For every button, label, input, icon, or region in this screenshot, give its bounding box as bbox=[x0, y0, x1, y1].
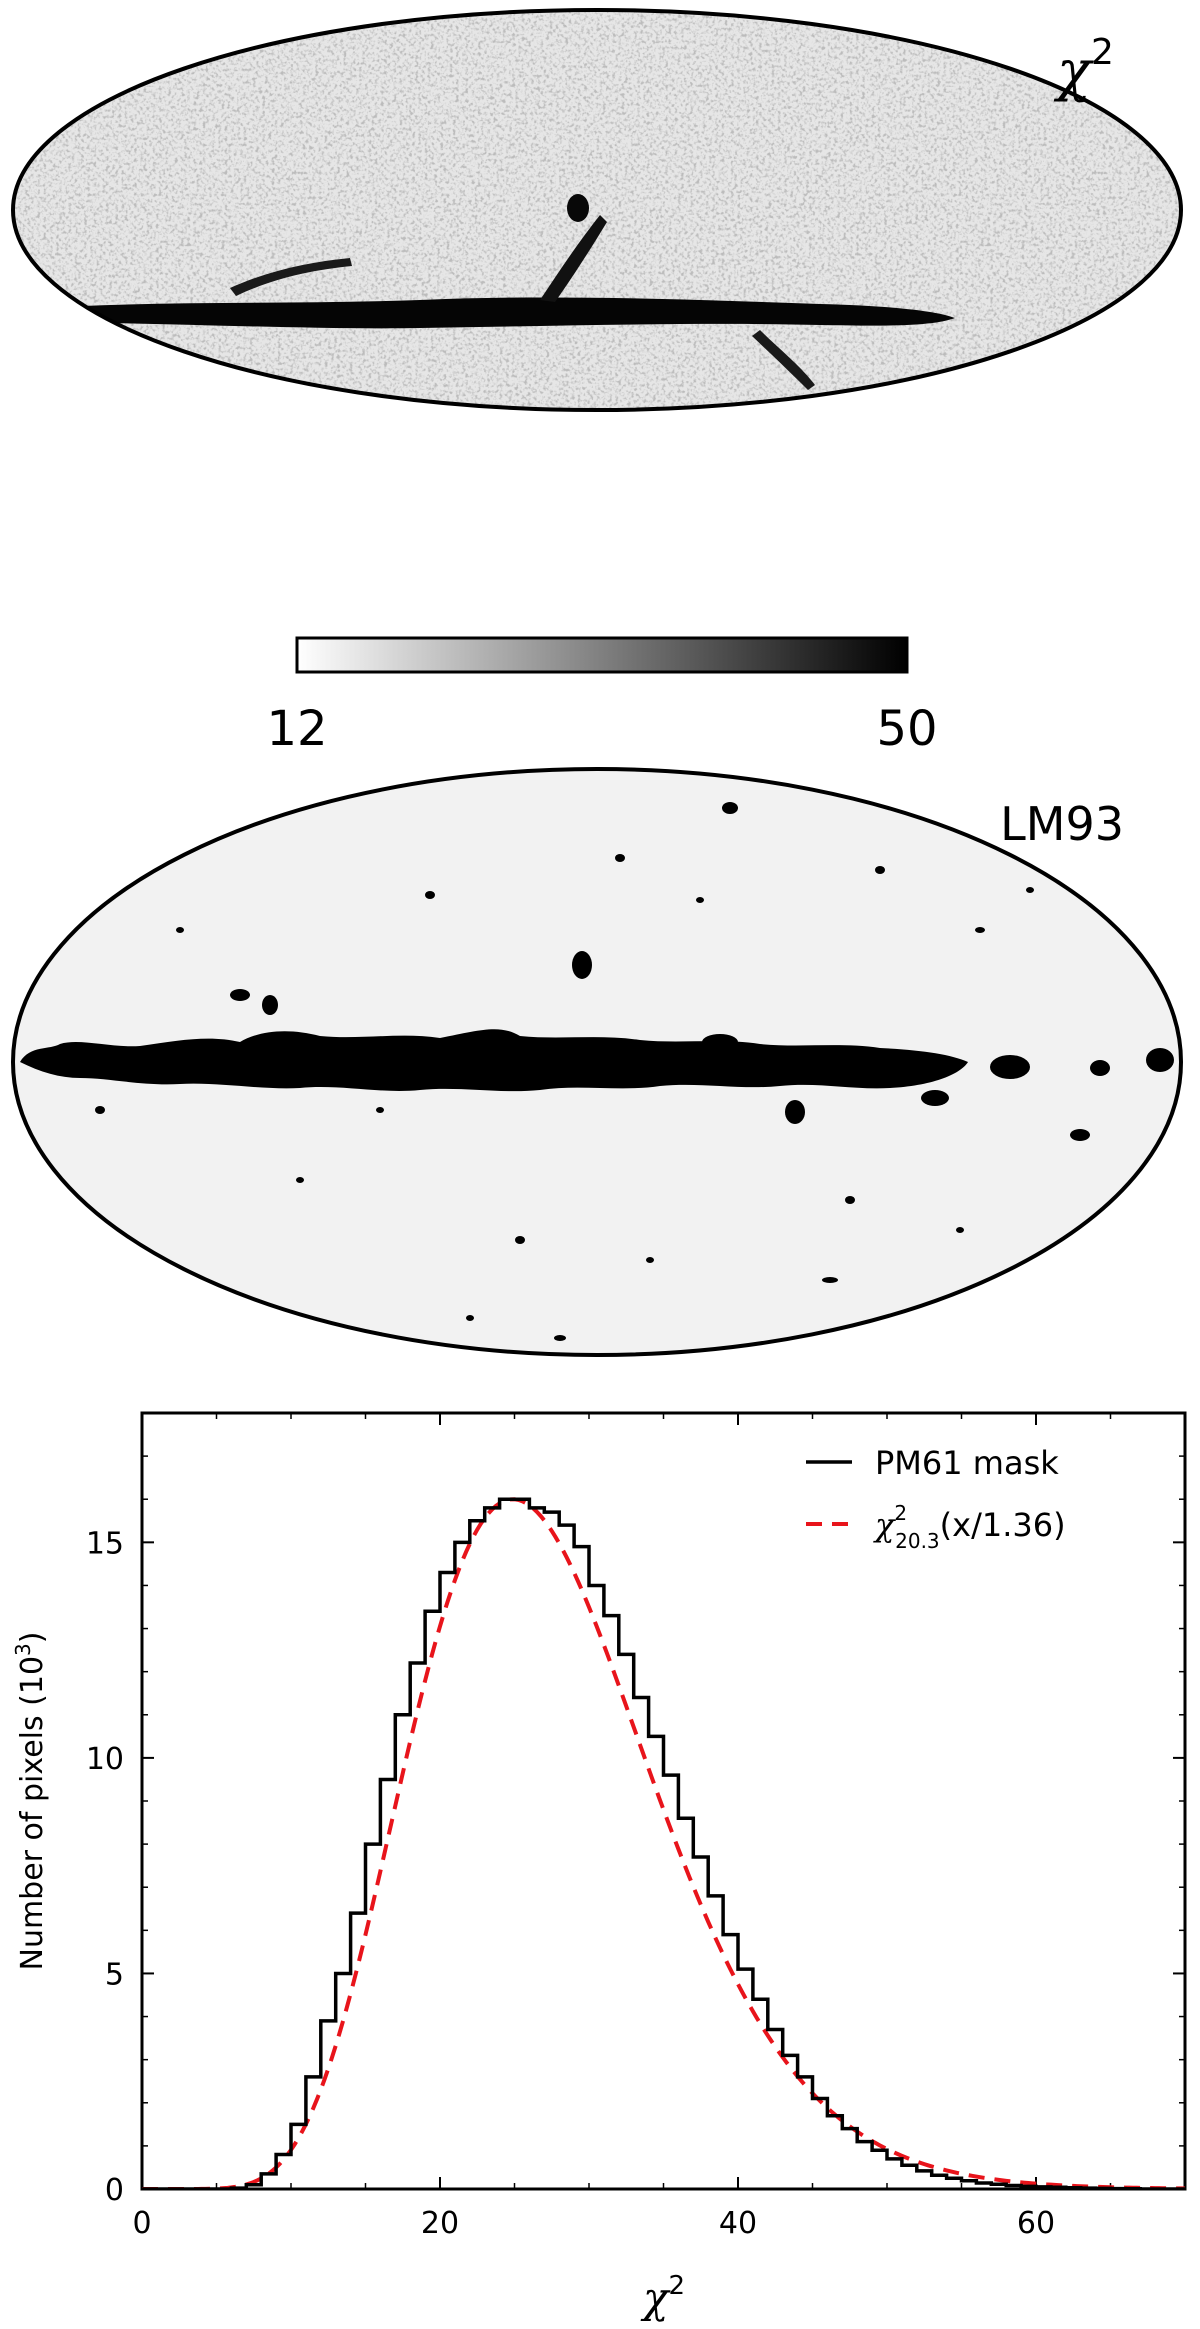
chi2-filament-left bbox=[230, 258, 352, 296]
chi2-map-panel: χ2 bbox=[11, 8, 1183, 412]
colorbar: 12 50 bbox=[266, 636, 938, 757]
legend-label-histogram: PM61 mask bbox=[875, 1444, 1059, 1482]
tick-labels: 0 20 40 60 0 5 10 15 bbox=[86, 1526, 1055, 2241]
colorbar-min-label: 12 bbox=[266, 701, 327, 757]
colorbar-gradient bbox=[295, 636, 909, 674]
chi2-map-noise bbox=[13, 10, 1181, 410]
y-tick-label: 5 bbox=[105, 1957, 124, 1992]
chi2-fit-curve bbox=[142, 1497, 1185, 2189]
mask-map-outline bbox=[11, 767, 1183, 1357]
y-tick-label: 10 bbox=[86, 1742, 124, 1777]
y-axis-label: Number of pixels (103) bbox=[11, 1632, 50, 1971]
x-axis-label: χ2 bbox=[640, 2271, 685, 2322]
chi2-spur-north bbox=[540, 215, 607, 302]
chi2-map-label: χ2 bbox=[1053, 32, 1114, 104]
y-tick-label: 15 bbox=[86, 1526, 124, 1561]
plot-frame bbox=[140, 1411, 1187, 2191]
y-tick-label: 0 bbox=[105, 2173, 124, 2208]
chi2-galactic-band bbox=[14, 297, 955, 329]
x-tick-label: 0 bbox=[132, 2206, 151, 2241]
legend-label-fit: χ2 20.3(x/1.36) bbox=[873, 1501, 1066, 1553]
chi2-filament-south bbox=[752, 330, 815, 390]
legend: PM61 mask χ2 20.3(x/1.36) bbox=[806, 1444, 1066, 1553]
chi2-blob-north bbox=[567, 194, 589, 222]
mask-map-panel: LM93 bbox=[11, 767, 1183, 1357]
x-tick-label: 20 bbox=[421, 2206, 459, 2241]
x-tick-label: 60 bbox=[1017, 2206, 1055, 2241]
mask-map-label: LM93 bbox=[1000, 797, 1124, 851]
colorbar-max-label: 50 bbox=[876, 701, 937, 757]
pm61-histogram-line bbox=[142, 1497, 1185, 2189]
mask-point-sources bbox=[95, 802, 1174, 1341]
axes-ticks bbox=[141, 1413, 1185, 2190]
chi2-map-outline bbox=[11, 8, 1183, 412]
x-tick-label: 40 bbox=[719, 2206, 757, 2241]
